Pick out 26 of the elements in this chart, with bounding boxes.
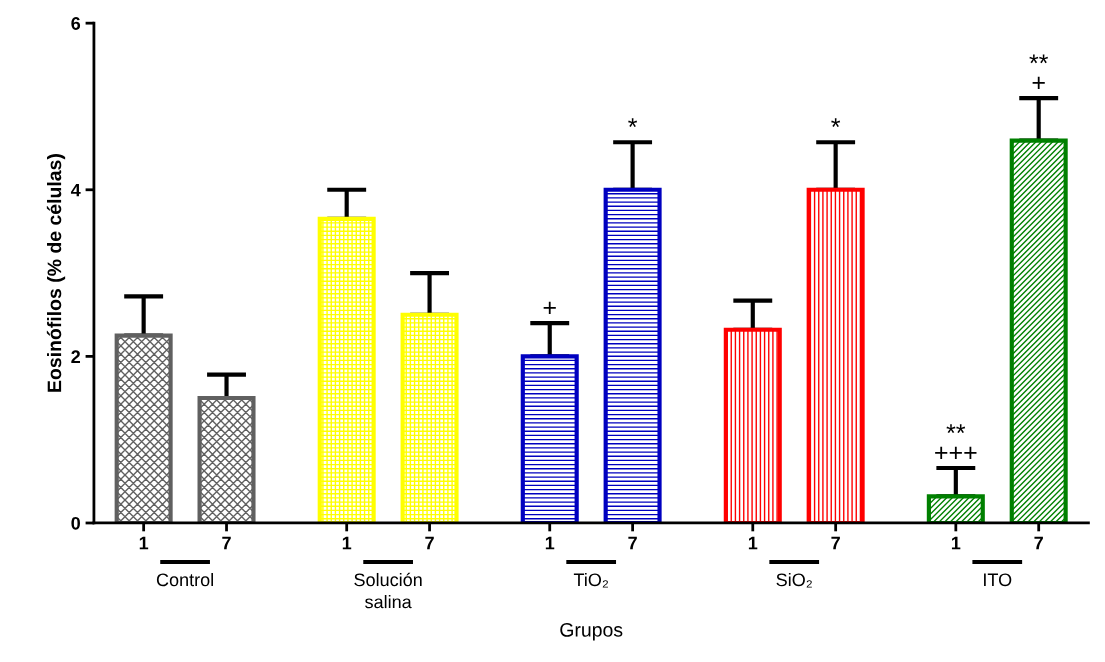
x-tick-label: 1: [342, 536, 352, 550]
x-tick-label: 1: [545, 536, 555, 550]
y-axis-title: Eosinófilos (% de células): [46, 154, 66, 392]
x-tick-label: 7: [628, 536, 637, 550]
x-tick-label: 1: [139, 536, 149, 550]
x-tick-label: 7: [831, 536, 840, 550]
y-tick-label: 0: [71, 516, 80, 530]
x-tick-label: 7: [222, 536, 231, 550]
annotation: ** +: [1029, 54, 1049, 90]
y-tick-label: 4: [70, 183, 81, 197]
x-axis-title: Grupos: [560, 622, 623, 641]
y-tick-label: 2: [71, 350, 81, 363]
x-tick-label: 7: [1034, 536, 1043, 550]
annotation: ** +++: [935, 424, 977, 459]
annotation: *: [831, 118, 841, 128]
text: ITO: [984, 573, 1012, 587]
text: Control: [156, 572, 213, 587]
annotation: *: [628, 118, 638, 128]
annotation: +: [543, 301, 556, 314]
text: TiO₂: [573, 572, 608, 588]
x-tick-label: 7: [425, 536, 434, 550]
x-tick-label: 1: [951, 536, 961, 550]
text: SiO₂: [776, 572, 812, 588]
x-tick-label: 1: [748, 536, 758, 550]
text: Solución salina: [354, 572, 422, 609]
y-tick-label: 6: [71, 17, 81, 30]
